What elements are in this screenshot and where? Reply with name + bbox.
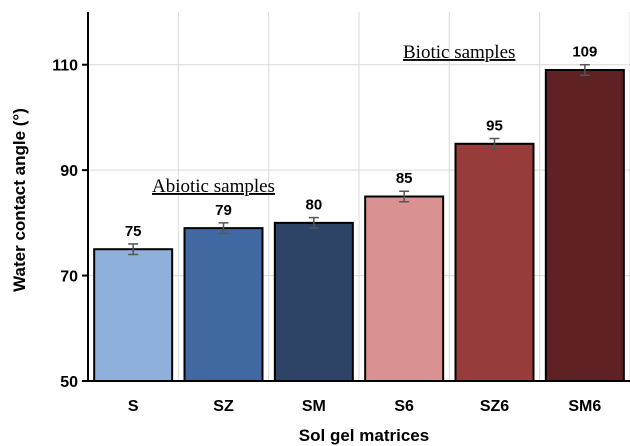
- y-tick-label: 90: [60, 163, 78, 180]
- y-axis-title: Water contact angle (°): [10, 108, 29, 292]
- data-label: 80: [305, 197, 322, 214]
- labels: 75 S 79 SZ 80 SM 85 S6 95 SZ6 109 SM6 50 70 90 110: [52, 44, 601, 415]
- bars: [93, 63, 625, 382]
- data-label: 85: [396, 170, 413, 187]
- data-label: 79: [215, 202, 232, 219]
- data-label: 95: [486, 118, 503, 135]
- error-bar: [128, 243, 139, 256]
- error-bar: [399, 190, 410, 203]
- x-tick-label: S: [128, 398, 139, 415]
- x-tick-label: SZ: [213, 398, 234, 415]
- y-tick-label: 70: [60, 269, 78, 286]
- error-bar: [489, 137, 500, 150]
- y-tick-label: 110: [52, 58, 78, 75]
- y-tick-label: 50: [60, 374, 78, 391]
- axes: [82, 12, 630, 382]
- abiotic-samples-annotation: Abiotic samples: [152, 176, 275, 197]
- x-axis-title: Sol gel matrices: [299, 426, 429, 445]
- gridlines: [88, 12, 630, 381]
- x-tick-label: SM6: [568, 398, 601, 415]
- bar-sm6: [544, 68, 625, 382]
- biotic-samples-annotation: Biotic samples: [403, 42, 515, 63]
- bar-s6: [364, 195, 445, 382]
- bar-s: [93, 248, 174, 382]
- data-label: 109: [572, 44, 597, 61]
- x-tick-label: SZ6: [480, 398, 509, 415]
- error-bar: [579, 63, 590, 77]
- x-tick-label: S6: [394, 398, 414, 415]
- bar-sm: [273, 221, 354, 382]
- x-tick-label: SM: [302, 398, 326, 415]
- bar-sz: [183, 227, 264, 382]
- error-bar: [308, 216, 319, 229]
- data-label: 75: [125, 223, 142, 240]
- bar-sz6: [454, 142, 535, 382]
- error-bar: [218, 222, 229, 235]
